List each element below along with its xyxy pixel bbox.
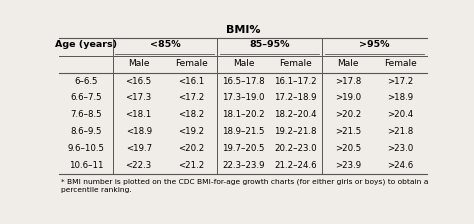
Text: 19.7–20.5: 19.7–20.5 <box>222 144 264 153</box>
Text: * BMI number is plotted on the CDC BMI-for-age growth charts (for either girls o: * BMI number is plotted on the CDC BMI-f… <box>61 178 428 193</box>
Text: >18.9: >18.9 <box>387 93 413 102</box>
Text: 19.2–21.8: 19.2–21.8 <box>274 127 317 136</box>
Text: BMI%: BMI% <box>226 25 260 35</box>
Text: <18.9: <18.9 <box>126 127 152 136</box>
Text: >20.2: >20.2 <box>335 110 361 119</box>
Text: Female: Female <box>384 59 417 68</box>
Text: >24.6: >24.6 <box>387 161 413 170</box>
Text: <17.2: <17.2 <box>178 93 204 102</box>
Text: Female: Female <box>174 59 208 68</box>
Text: 7.6–8.5: 7.6–8.5 <box>70 110 102 119</box>
Text: >20.4: >20.4 <box>387 110 413 119</box>
Text: <20.2: <20.2 <box>178 144 204 153</box>
Text: Male: Male <box>337 59 359 68</box>
Text: <18.2: <18.2 <box>178 110 204 119</box>
Text: 6.6–7.5: 6.6–7.5 <box>70 93 102 102</box>
Text: <16.1: <16.1 <box>178 77 204 86</box>
Text: Age (years): Age (years) <box>55 41 117 50</box>
Text: 6–6.5: 6–6.5 <box>74 77 98 86</box>
Text: Male: Male <box>128 59 149 68</box>
Text: 20.2–23.0: 20.2–23.0 <box>274 144 317 153</box>
Text: >17.2: >17.2 <box>387 77 413 86</box>
Text: <85%: <85% <box>150 41 180 50</box>
Text: 18.9–21.5: 18.9–21.5 <box>222 127 264 136</box>
Text: 85–95%: 85–95% <box>249 41 290 50</box>
Text: 18.1–20.2: 18.1–20.2 <box>222 110 264 119</box>
Text: <21.2: <21.2 <box>178 161 204 170</box>
Text: Male: Male <box>233 59 254 68</box>
Text: >20.5: >20.5 <box>335 144 361 153</box>
Text: <19.7: <19.7 <box>126 144 152 153</box>
Text: <18.1: <18.1 <box>126 110 152 119</box>
Text: 22.3–23.9: 22.3–23.9 <box>222 161 264 170</box>
Text: 16.5–17.8: 16.5–17.8 <box>222 77 264 86</box>
Text: 16.1–17.2: 16.1–17.2 <box>274 77 317 86</box>
Text: >23.9: >23.9 <box>335 161 361 170</box>
Text: 21.2–24.6: 21.2–24.6 <box>274 161 317 170</box>
Text: 9.6–10.5: 9.6–10.5 <box>67 144 104 153</box>
Text: 17.2–18.9: 17.2–18.9 <box>274 93 317 102</box>
Text: <17.3: <17.3 <box>126 93 152 102</box>
Text: 8.6–9.5: 8.6–9.5 <box>70 127 101 136</box>
Text: >21.8: >21.8 <box>387 127 413 136</box>
Text: >17.8: >17.8 <box>335 77 361 86</box>
Text: 17.3–19.0: 17.3–19.0 <box>222 93 264 102</box>
Text: <19.2: <19.2 <box>178 127 204 136</box>
Text: >21.5: >21.5 <box>335 127 361 136</box>
Text: >19.0: >19.0 <box>335 93 361 102</box>
Text: >95%: >95% <box>359 41 390 50</box>
Text: >23.0: >23.0 <box>387 144 413 153</box>
Text: <22.3: <22.3 <box>126 161 152 170</box>
Text: 18.2–20.4: 18.2–20.4 <box>274 110 317 119</box>
Text: 10.6–11: 10.6–11 <box>69 161 103 170</box>
Text: Female: Female <box>279 59 312 68</box>
Text: <16.5: <16.5 <box>126 77 152 86</box>
